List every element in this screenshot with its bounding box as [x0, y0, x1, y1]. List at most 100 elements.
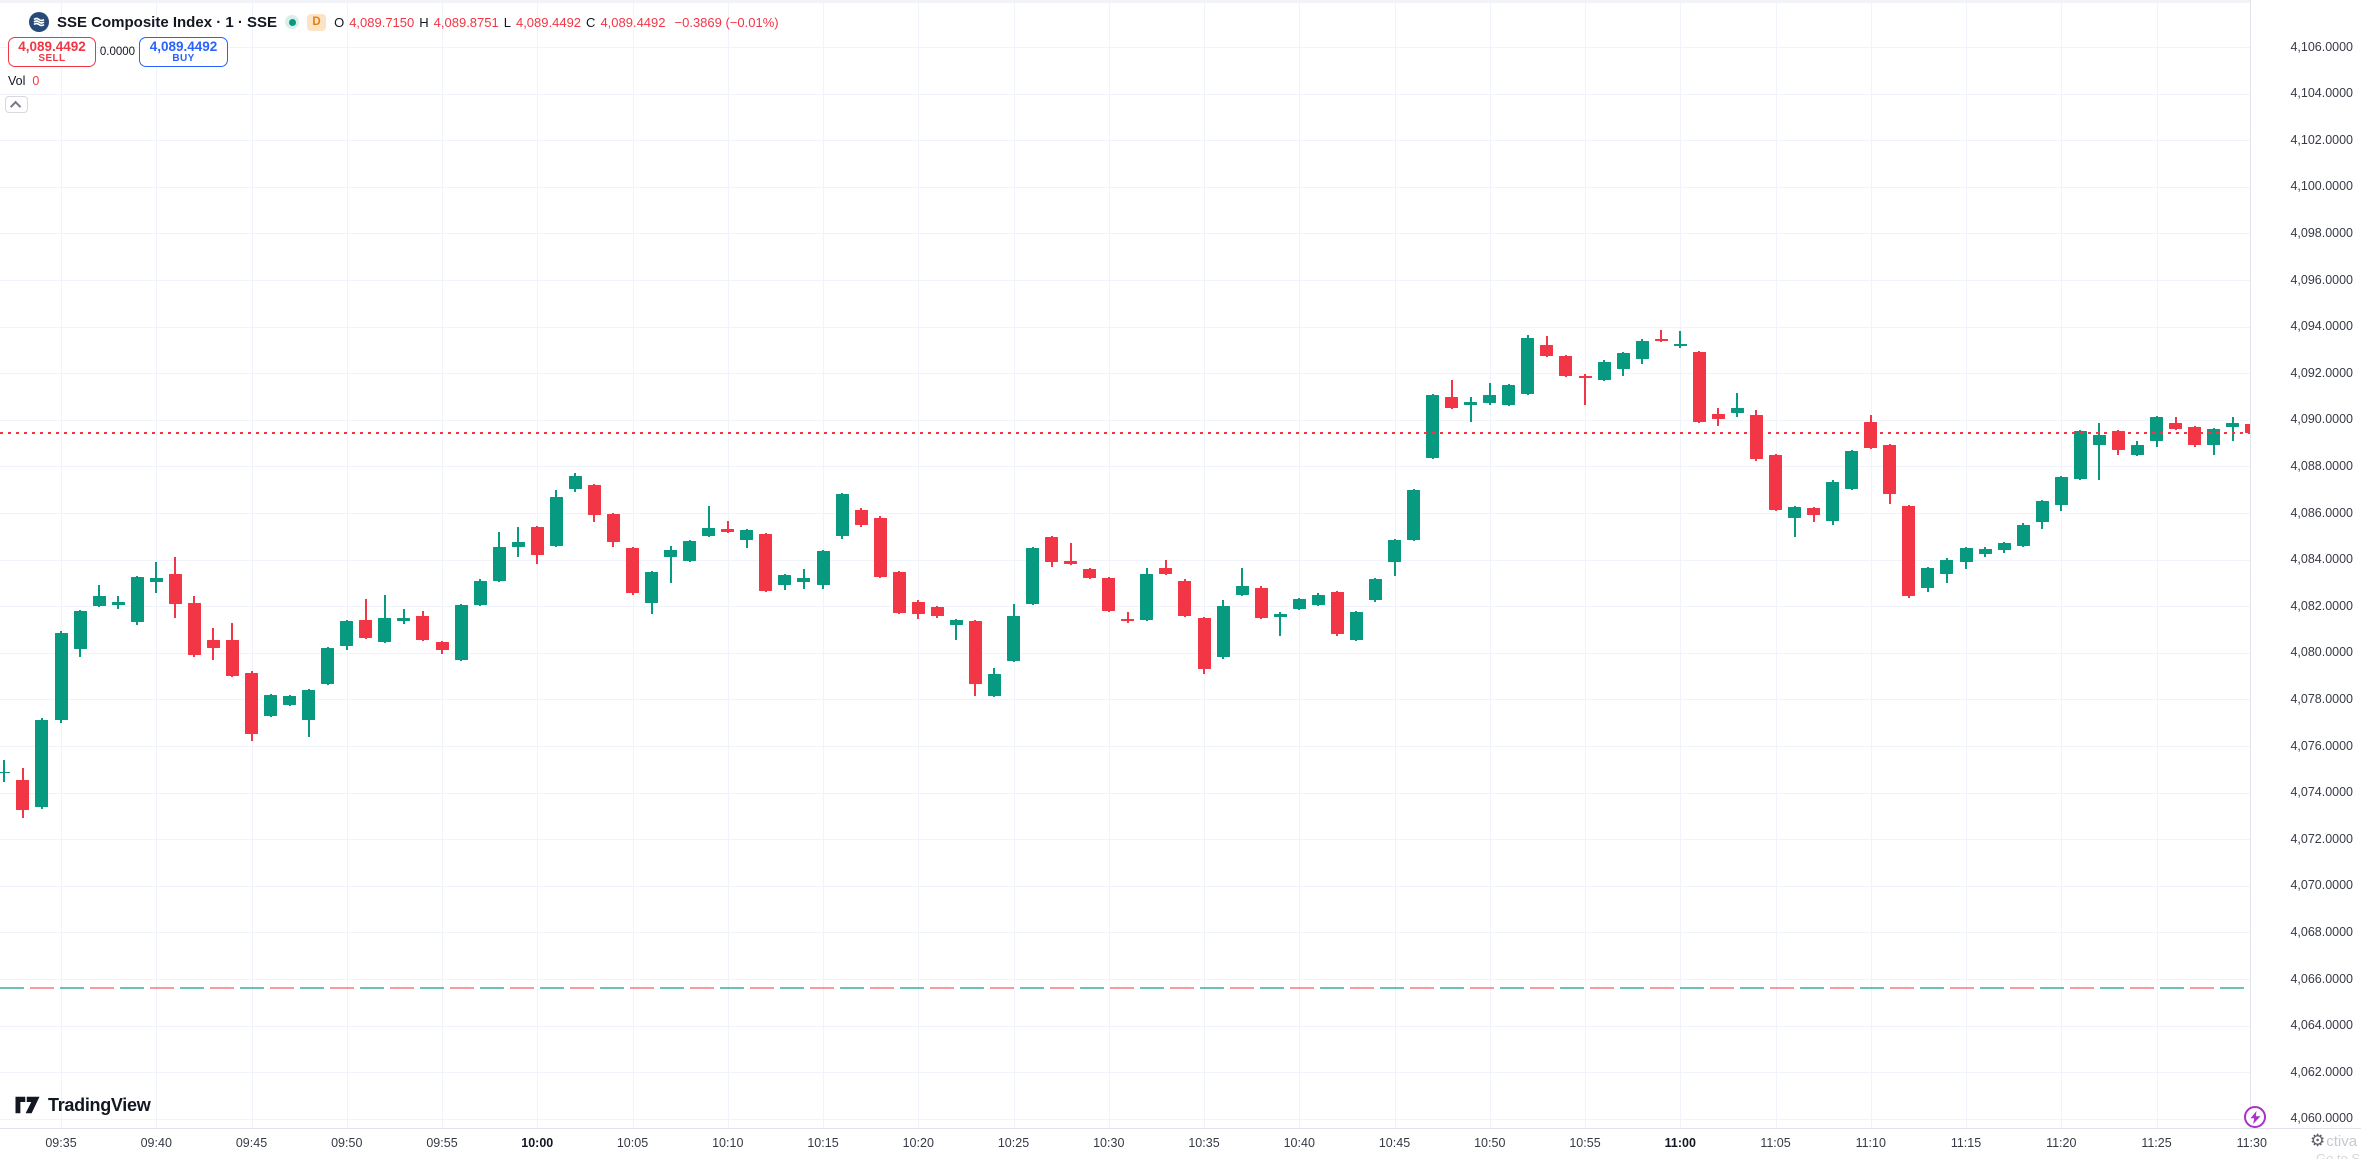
gridline-vertical	[1680, 0, 1682, 1128]
symbol-title[interactable]: SSE Composite Index · 1 · SSE	[57, 13, 278, 31]
candle-down	[1330, 592, 1344, 635]
candle-up	[92, 595, 106, 607]
activate-watermark-text: ctiva	[2326, 1132, 2358, 1150]
price-axis-label: 4,064.0000	[2290, 1018, 2353, 1033]
candle-down	[359, 620, 373, 638]
price-axis-label: 4,084.0000	[2290, 552, 2353, 567]
gear-icon: ⚙	[2310, 1131, 2326, 1150]
candle-up	[2073, 431, 2087, 480]
time-axis-label: 10:00	[521, 1136, 554, 1150]
candle-wick-down	[1164, 559, 1167, 575]
candle-up	[378, 617, 392, 643]
open-label: O	[334, 14, 345, 30]
gridline-vertical	[1299, 0, 1301, 1128]
time-axis-label: 10:50	[1474, 1136, 1506, 1150]
time-axis-label: 11:00	[1664, 1136, 1696, 1150]
price-axis-label: 4,100.0000	[2290, 179, 2353, 194]
candle-down	[530, 526, 544, 555]
price-axis-label: 4,088.0000	[2290, 458, 2353, 473]
market-status-icon[interactable]	[285, 15, 300, 29]
gridline-horizontal	[0, 466, 2250, 468]
candle-up	[1388, 539, 1401, 562]
candle-down	[2188, 426, 2202, 446]
candle-down	[416, 615, 430, 640]
candle-up	[1349, 612, 1363, 640]
candle-up	[645, 572, 659, 603]
candle-wick-up	[2, 759, 5, 783]
price-axis-label: 4,074.0000	[2290, 785, 2353, 800]
candle-down	[245, 672, 258, 735]
buy-price: 4,089.4492	[149, 38, 218, 54]
time-axis-label: 10:20	[902, 1136, 934, 1150]
candle-up	[1502, 384, 1516, 405]
candle-down	[187, 602, 201, 656]
gridline-horizontal	[0, 1025, 2250, 1027]
candle-down	[1864, 422, 1878, 448]
candle-up	[1483, 395, 1497, 404]
time-axis-label: 11:30	[2236, 1136, 2267, 1150]
candle-down	[721, 529, 735, 532]
buy-label: BUY	[172, 52, 195, 64]
time-axis-label: 11:15	[1950, 1136, 1982, 1150]
candle-down	[1064, 560, 1078, 565]
price-axis-label: 4,066.0000	[2290, 971, 2353, 986]
candle-up	[1940, 559, 1954, 574]
gridline-horizontal	[0, 47, 2250, 48]
gridline-vertical	[1204, 0, 1205, 1128]
candle-down	[1178, 580, 1192, 616]
buy-button[interactable]: 4,089.4492 BUY	[139, 37, 228, 67]
instant-trading-lightning-button[interactable]	[2244, 1106, 2266, 1128]
time-axis[interactable]: 09:35 09:40 09:45 09:50 09:55 10:00 10:05 10:10…	[0, 1128, 2361, 1159]
candle-up	[130, 577, 144, 623]
low-value: 4,089.4492	[515, 14, 582, 30]
candle-up	[2054, 476, 2068, 505]
candle-wick-up	[402, 608, 405, 624]
candle-up	[1730, 408, 1744, 413]
close-label: C	[586, 14, 596, 30]
price-axis-label: 4,082.0000	[2290, 598, 2353, 613]
sse-exchange-logo-icon	[29, 12, 49, 32]
gridline-horizontal	[0, 885, 2250, 887]
open-value: 4,089.7150	[349, 14, 415, 30]
price-axis-label: 4,070.0000	[2290, 878, 2353, 893]
candle-up	[816, 551, 830, 586]
candle-wick-down	[1584, 374, 1586, 405]
gridline-horizontal	[0, 746, 2250, 747]
candle-down	[1902, 506, 1916, 596]
candle-down	[968, 621, 982, 685]
candle-up	[1311, 594, 1325, 606]
price-axis[interactable]: 4,089.4492 4,060.00004,062.00004,064.000…	[2250, 0, 2361, 1128]
gridline-vertical	[1108, 0, 1110, 1128]
gridline-vertical	[251, 0, 253, 1128]
gridline-horizontal	[0, 419, 2250, 421]
sell-label: SELL	[38, 52, 66, 64]
time-axis-label: 10:10	[712, 1136, 744, 1150]
legend-collapse-button[interactable]	[5, 96, 28, 113]
candle-up	[35, 720, 49, 807]
change-value: −0.3869 (−0.01%)	[674, 14, 779, 30]
gridline-horizontal	[0, 839, 2250, 841]
candle-up	[1616, 353, 1630, 369]
time-axis-label: 09:50	[331, 1136, 363, 1150]
candle-up	[702, 528, 716, 537]
volume-label: Vol	[8, 74, 26, 88]
gridline-horizontal	[0, 1072, 2250, 1074]
gridline-vertical	[1870, 0, 1872, 1128]
candle-up	[454, 605, 468, 660]
candle-up	[835, 494, 849, 537]
candle-up	[1026, 547, 1040, 604]
time-axis-label: 09:45	[235, 1136, 268, 1150]
candle-down	[16, 779, 30, 811]
candle-up	[511, 542, 525, 547]
candle-down	[1083, 568, 1097, 579]
price-axis-label: 4,080.0000	[2290, 645, 2353, 660]
candle-up	[302, 690, 316, 721]
candle-down	[225, 639, 239, 677]
candle-wick-up	[517, 526, 520, 558]
low-label: L	[503, 14, 511, 30]
sell-button[interactable]: 4,089.4492 SELL	[8, 37, 96, 67]
gridline-horizontal	[0, 513, 2250, 514]
candle-up	[1673, 344, 1687, 347]
tradingview-logo[interactable]: TradingView	[14, 1094, 151, 1116]
interval-badge[interactable]: D	[307, 13, 327, 31]
